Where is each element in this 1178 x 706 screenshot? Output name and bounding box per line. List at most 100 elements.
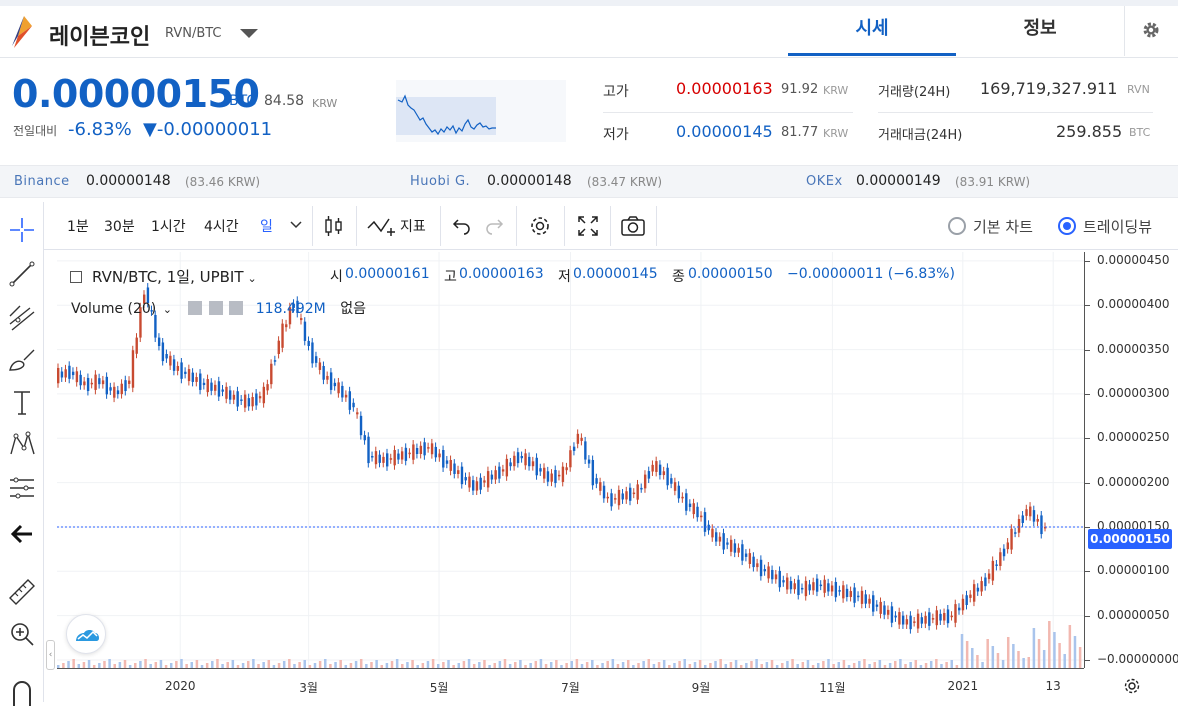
timeframe-1h[interactable]: 1시간 [151,219,186,235]
volume-bar [113,664,116,668]
volume-bar [375,660,378,668]
timeframe-30m[interactable]: 30분 [104,219,135,235]
basic-chart-radio[interactable] [948,217,966,235]
volume-bar [549,662,553,668]
tab-price[interactable]: 시세 [788,6,956,56]
price-axis[interactable]: 0.00000450 0.00000400 0.00000350 0.00000300… [1084,252,1178,668]
candle-body [879,601,882,614]
candle-body [520,456,523,459]
volume-bar [611,659,615,668]
magnet-icon[interactable] [6,674,38,706]
divider [516,206,517,246]
timeframe-4h[interactable]: 4시간 [204,219,239,235]
basic-chart-label[interactable]: 기본 차트 [973,218,1033,236]
timeframe-1d[interactable]: 일 [260,219,273,235]
tradingview-logo-button[interactable] [66,614,106,654]
tradingview-radio[interactable] [1058,217,1076,235]
candle-body [913,621,916,623]
tradingview-label[interactable]: 트레이딩뷰 [1083,218,1153,236]
candle-body [557,474,561,477]
candle-body [584,441,587,460]
gear-icon[interactable] [1122,676,1142,696]
camera-icon[interactable] [620,214,646,238]
candlestick-icon[interactable] [322,214,346,238]
fib-tool-icon[interactable] [6,302,38,334]
close-icon[interactable] [229,301,244,315]
volume-bar [57,665,60,668]
change-absolute: ▼-0.00000011 [143,119,273,140]
gear-icon[interactable] [528,214,552,238]
legend-title[interactable]: RVN/BTC, 1일, UPBIT ⌄ [70,266,257,287]
candle-body [987,573,991,580]
candle-body [580,437,583,441]
indicator-button[interactable]: 지표 [400,219,426,235]
fullscreen-icon[interactable] [576,214,600,238]
volume-bar [529,663,532,668]
collapse-legend-icon[interactable] [70,271,82,283]
volume-bar [986,639,989,668]
volume-bar [868,664,871,668]
volume-bar [816,663,820,668]
price-chart[interactable] [57,252,1084,668]
volume-bar [842,660,846,668]
crosshair-icon[interactable] [6,214,38,246]
volume-bar [344,665,348,668]
volume-bar [154,662,158,668]
candle-body [838,590,841,592]
volume-bar [62,663,65,668]
pattern-icon[interactable] [6,428,38,460]
tab-info[interactable]: 정보 [1023,18,1057,39]
measure-icon[interactable] [6,472,38,504]
time-axis[interactable]: 2020 3월 5월 7월 9월 11월 2021 13 [57,668,1084,702]
candle-body [86,377,90,392]
symbol-title[interactable]: RVN/BTC, 1일, UPBIT [92,268,244,286]
exchange-name[interactable]: Binance [14,174,70,189]
text-tool-icon[interactable] [6,386,38,418]
candle-body [109,387,112,391]
settings-button[interactable] [1124,6,1178,56]
chevron-down-icon[interactable] [290,221,302,229]
volume-label[interactable]: Volume (20) [71,301,157,317]
chevron-down-icon[interactable] [240,29,258,38]
candle-body [255,393,258,406]
volume-value: 118.492M [255,301,326,317]
gear-icon[interactable] [208,301,223,315]
current-price: 0.00000150 [12,72,260,116]
candle-body [629,487,632,501]
ruler-icon[interactable] [6,576,38,608]
arrow-left-icon[interactable] [6,518,38,550]
volume-bar [596,665,599,668]
volume-bar [457,663,461,668]
trend-line-icon[interactable] [6,258,38,290]
volume-bar [1063,654,1066,668]
indicator-icon[interactable] [366,214,396,238]
volume-bar [1012,644,1015,668]
brush-icon[interactable] [6,344,38,376]
chevron-down-icon[interactable]: ⌄ [247,272,257,285]
candle-body [415,448,419,455]
candle-body [116,390,120,395]
timeframe-1m[interactable]: 1분 [67,219,89,235]
candle-body [864,594,867,604]
volume-bar [883,665,887,668]
exchange-name[interactable]: Huobi G. [410,174,471,189]
volume-bar [246,661,250,668]
candle-body [958,607,961,611]
volume-bar [852,663,856,668]
candle-body [307,340,310,347]
zoom-in-icon[interactable] [6,618,38,650]
chevron-down-icon[interactable]: ⌄ [162,303,172,316]
exchange-price: 0.00000149 [856,173,941,189]
eye-icon[interactable] [188,301,203,315]
candle-body [382,456,385,463]
volume-bar [565,663,568,668]
candle-body [984,577,987,587]
undo-icon[interactable] [452,216,472,236]
candle-body [240,399,243,401]
exchange-name[interactable]: OKEx [806,174,843,189]
collapse-toolbar-handle[interactable]: ‹ [46,640,55,670]
volume-bar [919,665,923,668]
candle-body [950,615,953,618]
high-krw-unit: KRW [823,84,849,97]
volume-label: 거래량(24H) [878,85,951,100]
